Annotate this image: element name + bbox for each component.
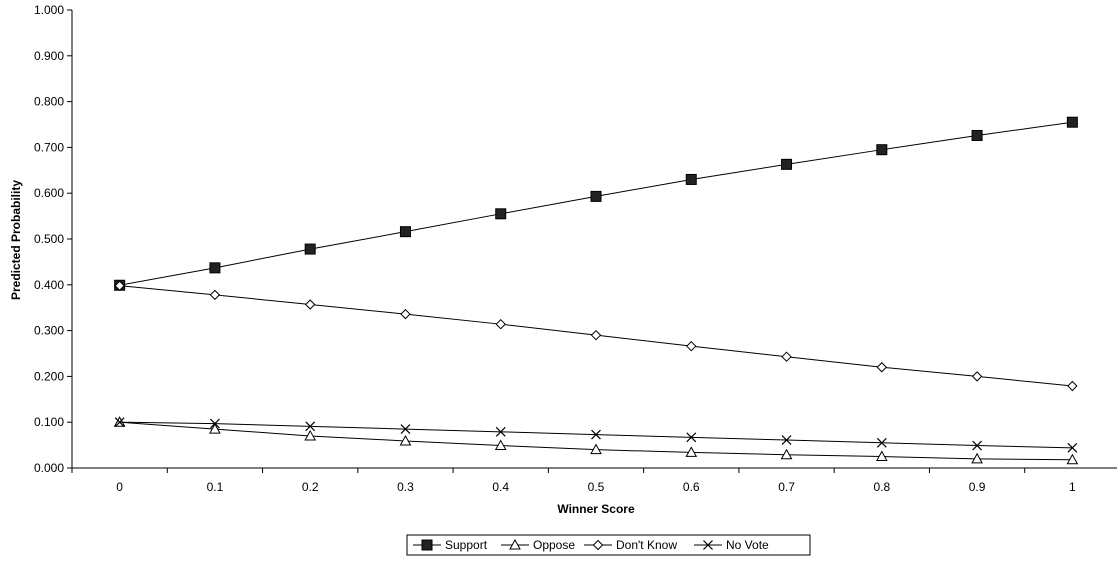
legend-marker xyxy=(703,540,713,550)
data-point xyxy=(400,308,411,320)
data-point xyxy=(114,417,125,428)
x-tick-label: 0.1 xyxy=(207,480,224,494)
data-point xyxy=(400,424,411,434)
x-tick-label: 1 xyxy=(1069,480,1076,494)
x-tick-label: 0.9 xyxy=(969,480,986,494)
data-point xyxy=(304,429,317,441)
legend-label: Support xyxy=(445,538,488,552)
data-point xyxy=(114,280,125,291)
x-tick-label: 0.6 xyxy=(683,480,700,494)
x-cross-stroke xyxy=(876,437,887,448)
x-tick-label: 0 xyxy=(116,480,123,494)
x-cross-stroke xyxy=(781,435,792,445)
data-point xyxy=(1067,380,1078,392)
data-point xyxy=(209,289,221,301)
data-point xyxy=(1066,116,1078,128)
series-oppose xyxy=(113,416,1079,465)
data-point xyxy=(305,421,316,432)
data-point xyxy=(686,340,697,352)
y-tick-label: 0.500 xyxy=(34,232,64,246)
x-cross-stroke xyxy=(703,540,713,550)
x-cross-stroke xyxy=(972,440,983,451)
series-line xyxy=(119,121,1073,286)
x-cross-stroke xyxy=(114,417,125,428)
data-point xyxy=(1067,442,1078,453)
legend-item-support: Support xyxy=(413,538,488,552)
data-point xyxy=(971,129,983,141)
data-point xyxy=(495,426,506,437)
data-point xyxy=(591,429,601,440)
legend-marker xyxy=(421,539,433,551)
y-tick-label: 0.200 xyxy=(34,369,64,383)
series-support xyxy=(114,116,1078,291)
data-point xyxy=(304,243,316,255)
x-cross-stroke xyxy=(400,424,411,434)
data-point xyxy=(685,446,698,457)
data-point xyxy=(875,450,888,462)
legend-item-no-vote: No Vote xyxy=(694,538,769,552)
x-tick-label: 0.4 xyxy=(492,480,509,494)
legend-label: Oppose xyxy=(533,538,575,552)
series-layer xyxy=(113,116,1079,465)
data-point xyxy=(590,443,602,455)
y-tick-label: 0.800 xyxy=(34,95,64,109)
y-tick-label: 0.300 xyxy=(34,324,64,338)
series-no-vote xyxy=(114,417,1078,453)
y-tick-label: 0.600 xyxy=(34,186,64,200)
legend-item-oppose: Oppose xyxy=(501,538,575,552)
x-tick-label: 0.2 xyxy=(302,480,319,494)
data-point xyxy=(876,437,887,448)
x-axis-title: Winner Score xyxy=(557,502,635,516)
y-tick-label: 0.700 xyxy=(34,140,64,154)
data-point xyxy=(1066,453,1079,465)
legend-item-don-t-know: Don't Know xyxy=(584,538,677,552)
data-point xyxy=(780,448,793,460)
legend-marker xyxy=(592,539,604,551)
data-point xyxy=(876,362,888,373)
x-cross-stroke xyxy=(1067,442,1078,453)
data-point xyxy=(971,371,983,382)
x-tick-label: 0.5 xyxy=(588,480,605,494)
data-point xyxy=(876,144,888,156)
data-point xyxy=(590,329,602,341)
x-tick-label: 0.3 xyxy=(397,480,414,494)
series-don-t-know xyxy=(114,280,1078,392)
data-point xyxy=(399,226,411,238)
data-point xyxy=(781,158,793,170)
data-point xyxy=(781,351,792,362)
legend-label: No Vote xyxy=(726,538,769,552)
x-cross-stroke xyxy=(591,429,601,440)
data-point xyxy=(304,299,316,310)
legend-label: Don't Know xyxy=(616,538,677,552)
data-point xyxy=(495,208,507,220)
y-axis-title: Predicted Probability xyxy=(9,180,23,300)
data-point xyxy=(972,440,983,451)
legend-marker xyxy=(509,538,521,550)
x-cross-stroke xyxy=(495,426,506,437)
data-point xyxy=(209,423,221,434)
data-point xyxy=(209,418,220,429)
y-tick-label: 1.000 xyxy=(34,3,64,17)
data-point xyxy=(971,452,983,464)
x-cross-stroke xyxy=(305,421,316,432)
y-tick-label: 0.000 xyxy=(34,461,64,475)
y-tick-label: 0.100 xyxy=(34,415,64,429)
data-point xyxy=(685,173,697,185)
x-cross-stroke xyxy=(686,432,697,443)
x-cross-stroke xyxy=(209,418,220,429)
data-point xyxy=(399,434,412,446)
y-tick-label: 0.400 xyxy=(34,278,64,292)
x-tick-label: 0.8 xyxy=(873,480,890,494)
y-tick-label: 0.900 xyxy=(34,49,64,63)
data-point xyxy=(494,439,507,451)
x-tick-label: 0.7 xyxy=(778,480,795,494)
data-point xyxy=(781,435,792,445)
data-point xyxy=(495,318,506,330)
axes: 0.0000.1000.2000.3000.4000.5000.6000.700… xyxy=(34,3,1117,494)
legend: Support Oppose Don't Know No Vote xyxy=(406,534,811,556)
data-point xyxy=(590,190,602,202)
data-point xyxy=(686,432,697,443)
data-point xyxy=(209,262,221,274)
